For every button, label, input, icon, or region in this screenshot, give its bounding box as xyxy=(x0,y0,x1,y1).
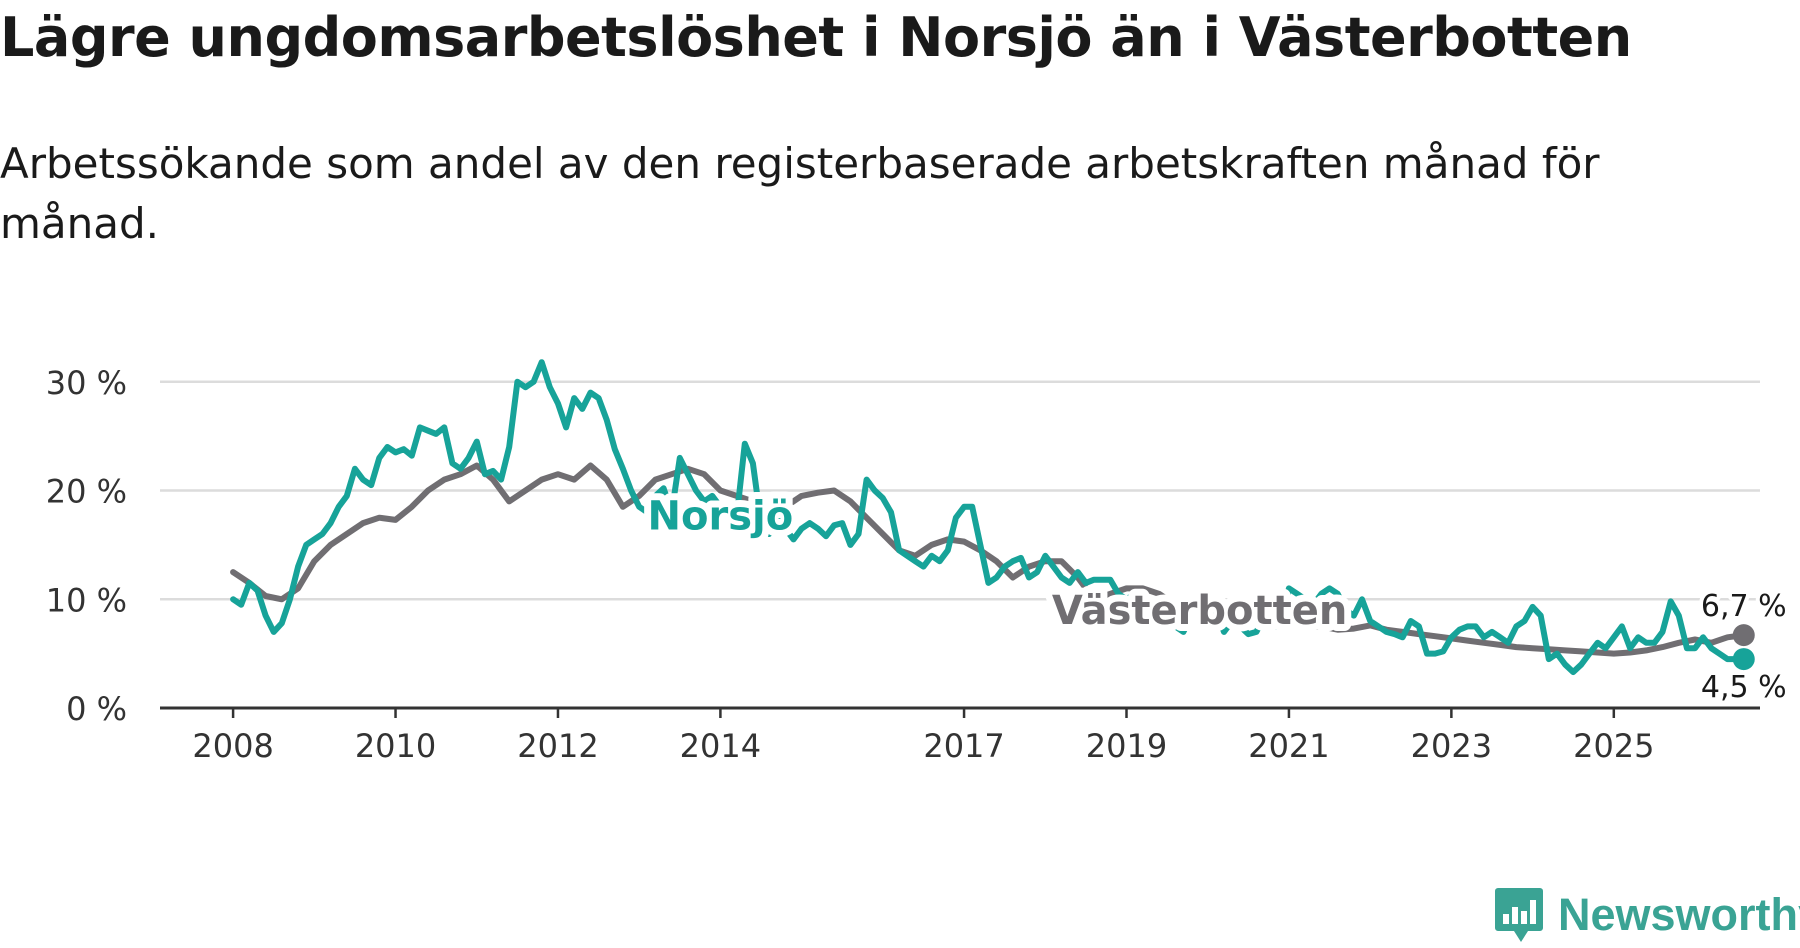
x-tick-label: 2008 xyxy=(192,727,273,765)
end-value-label-vasterbotten: 6,7 % xyxy=(1701,589,1787,624)
gridlines xyxy=(160,380,1760,601)
newsworthy-branding[interactable]: Newsworthy xyxy=(1494,886,1800,944)
line-chart: 0 % 10 % 20 % 30 % 2008 2010 2012 2014 2017 2019… xyxy=(46,359,1791,765)
series-endpoint-vasterbotten xyxy=(1732,624,1755,647)
x-tick-label: 2025 xyxy=(1573,727,1654,765)
x-tick-label: 2012 xyxy=(517,727,598,765)
series-line-norsjo xyxy=(230,359,1747,676)
newsworthy-logo-icon xyxy=(1495,888,1543,942)
x-tick-label: 2010 xyxy=(355,727,436,765)
x-tick-label: 2023 xyxy=(1411,727,1492,765)
chart-title: Lägre ungdomsarbetslöshet i Norsjö än i … xyxy=(0,6,1632,69)
series-label-vasterbotten: Västerbotten xyxy=(1052,588,1348,634)
series-label-norsjo: Norsjö xyxy=(648,494,794,540)
y-tick-label: 0 % xyxy=(66,690,127,728)
x-tick-label: 2014 xyxy=(680,727,761,765)
x-tick-label: 2021 xyxy=(1248,727,1329,765)
y-tick-label: 20 % xyxy=(46,473,127,511)
series-labels: Västerbotten 6,7 % Norsjö 4,5 % xyxy=(641,487,1791,710)
y-tick-label: 30 % xyxy=(46,364,127,402)
series-lines xyxy=(230,359,1755,676)
x-axis-ticks: 2008 2010 2012 2014 2017 2019 2021 2023 2025 xyxy=(192,708,1655,765)
series-endpoint-norsjo xyxy=(1732,648,1755,671)
y-tick-label: 10 % xyxy=(46,581,127,619)
y-axis-ticks: 0 % 10 % 20 % 30 % xyxy=(46,364,127,728)
x-tick-label: 2017 xyxy=(923,727,1004,765)
x-tick-label: 2019 xyxy=(1086,727,1167,765)
end-value-label-norsjo: 4,5 % xyxy=(1701,670,1787,705)
chart-subtitle: Arbetssökande som andel av den registerb… xyxy=(0,139,1600,248)
newsworthy-wordmark: Newsworthy xyxy=(1558,889,1800,940)
